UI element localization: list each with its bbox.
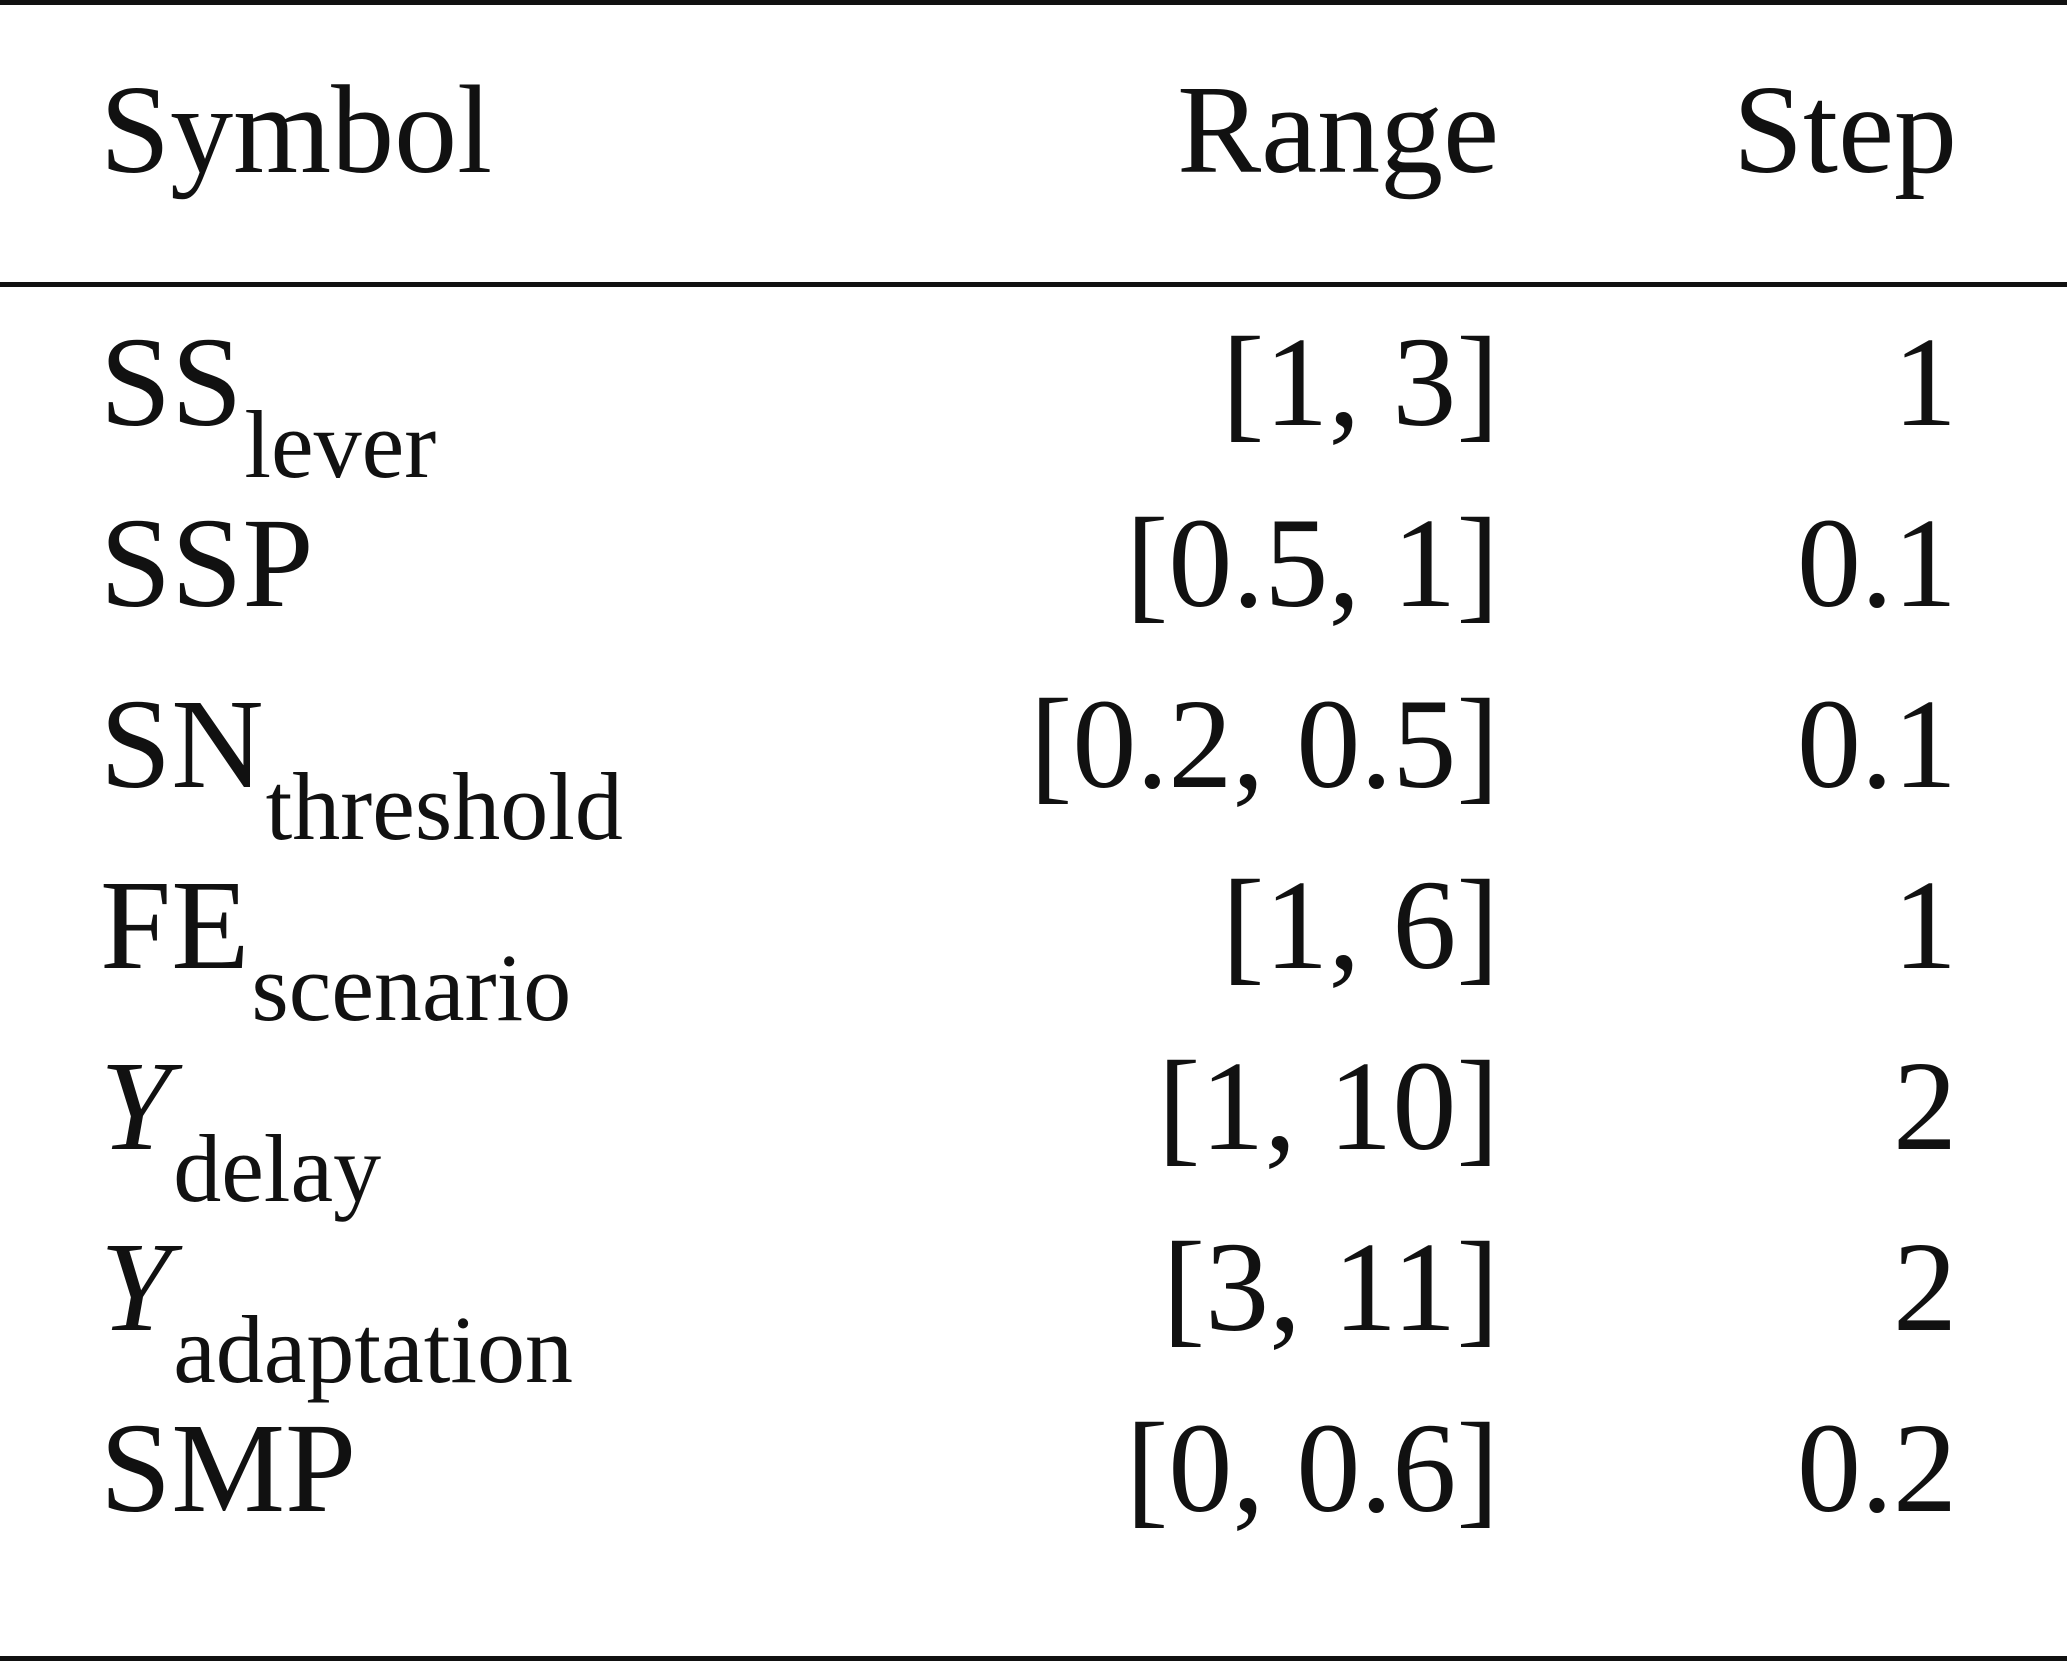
row-range: [1, 6] [1221, 854, 1499, 996]
header-step: Step [1732, 61, 1957, 200]
row-symbol: SSP [100, 499, 314, 627]
row-step: 1 [1893, 854, 1957, 996]
row-step: 2 [1893, 1035, 1957, 1177]
symbol-subscript: delay [173, 1115, 382, 1222]
symbol-base: Y [100, 1216, 172, 1358]
symbol-subscript: threshold [265, 753, 623, 860]
row-range: [1, 10] [1157, 1035, 1499, 1177]
row-symbol: Yadaptation [100, 1223, 573, 1398]
header-range: Range [1177, 61, 1499, 200]
row-range: [3, 11] [1162, 1216, 1500, 1358]
row-step: 1 [1893, 311, 1957, 453]
row-symbol: SNthreshold [100, 680, 623, 855]
symbol-base: Y [100, 1035, 172, 1177]
header-symbol: Symbol [100, 61, 493, 200]
symbol-base: SSP [100, 492, 314, 634]
row-range: [1, 3] [1221, 311, 1499, 453]
symbol-subscript: scenario [251, 934, 572, 1041]
row-range: [0.5, 1] [1125, 492, 1499, 634]
row-symbol: SSlever [100, 318, 436, 493]
symbol-base: SN [100, 673, 264, 815]
row-symbol: SMP [100, 1404, 356, 1532]
symbol-subscript: adaptation [173, 1296, 574, 1403]
row-range: [0.2, 0.5] [1029, 673, 1499, 815]
row-step: 0.2 [1797, 1397, 1957, 1539]
symbol-base: SMP [100, 1397, 357, 1539]
row-step: 2 [1893, 1216, 1957, 1358]
row-step: 0.1 [1797, 673, 1957, 815]
row-step: 0.1 [1797, 492, 1957, 634]
bottom-rule [0, 1656, 2067, 1661]
symbol-base: FE [100, 854, 250, 996]
row-symbol: Ydelay [100, 1042, 381, 1217]
row-symbol: FEscenario [100, 861, 571, 1036]
header-rule [0, 282, 2067, 287]
row-range: [0, 0.6] [1125, 1397, 1499, 1539]
top-rule [0, 0, 2067, 5]
symbol-base: SS [100, 311, 243, 453]
symbol-subscript: lever [244, 391, 437, 498]
